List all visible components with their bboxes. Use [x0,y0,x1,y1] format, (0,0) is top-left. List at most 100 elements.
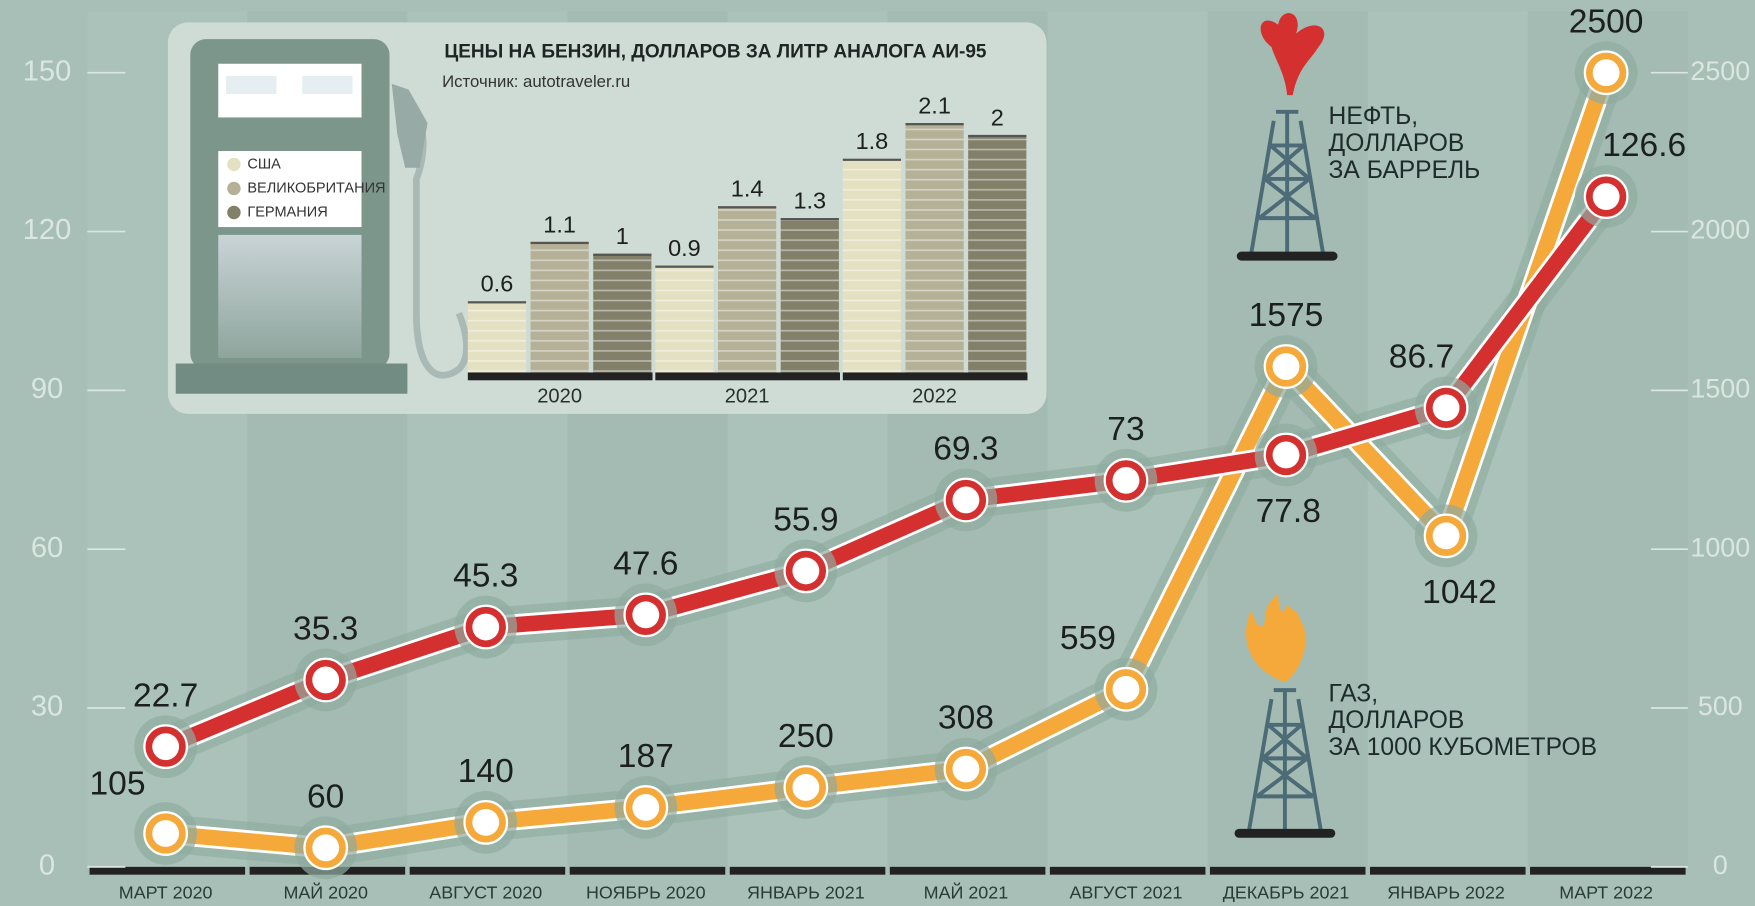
y2-tick-label: 1000 [1690,532,1750,562]
value-label: 2 [991,104,1004,130]
bar-top [531,242,589,244]
baseline-segment [655,372,840,380]
y-tick-label: 120 [23,214,72,246]
legend-oil: НЕФТЬ, ДОЛЛАРОВ ЗА БАРРЕЛЬ [1329,103,1665,192]
legend-label: США [247,156,281,172]
bar-texture [968,135,1026,373]
y2-tick-label: 0 [1713,850,1728,880]
value-label: 86.7 [1389,338,1454,375]
bar-texture [843,159,901,373]
marker-center [952,487,979,514]
marker-center [792,774,819,801]
marker-center [1113,676,1140,703]
bar-texture [905,123,963,372]
page: МАРТ 2020МАЙ 2020АВГУСТ 2020НОЯБРЬ 2020Я… [0,0,1755,906]
inset-subtitle: Источник: autotraveler.ru [442,72,630,91]
x-tick-label: ЯНВАРЬ 2021 [747,882,865,902]
marker-center [632,601,659,628]
bar-texture [468,301,526,372]
bar-top [843,159,901,161]
marker-center [312,834,339,861]
value-label: 1.4 [731,176,764,202]
pump-screen-cell [302,76,352,94]
baseline-segment [468,372,653,380]
value-label: 2500 [1569,3,1644,40]
x-tick-label: АВГУСТ 2021 [1069,882,1182,902]
y-tick-label: 90 [31,373,63,405]
value-label: 55.9 [773,502,838,539]
value-label: 69.3 [933,431,998,468]
x-tick-label: 2021 [725,385,770,407]
derrick-base [1235,829,1336,838]
bar-texture [593,254,651,373]
bar-texture [718,206,776,372]
value-label: 22.7 [133,677,198,714]
inset-title: ЦЕНЫ НА БЕНЗИН, ДОЛЛАРОВ ЗА ЛИТР АНАЛОГА… [444,42,987,63]
marker-center [1593,59,1620,86]
value-label: 250 [778,718,834,755]
marker-center [632,794,659,821]
y2-tick-label: 1500 [1690,373,1750,403]
bar-texture [655,266,713,373]
value-label: 1.3 [793,188,826,214]
legend-swatch [227,206,240,219]
value-label: 45.3 [453,558,518,595]
bar-top [655,266,713,268]
marker-center [1433,522,1460,549]
baseline-segment [410,867,566,875]
bar-top [781,218,839,220]
y-tick-label: 0 [39,850,55,882]
bar-texture [531,242,589,373]
baseline-segment [570,867,726,875]
value-label: 60 [307,778,344,815]
value-label: 105 [90,765,146,802]
baseline-segment [1530,867,1686,875]
legend-swatch [227,182,240,195]
bar-top [905,123,963,125]
x-tick-label: ЯНВАРЬ 2022 [1387,882,1505,902]
baseline-segment [730,867,886,875]
value-label: 1575 [1249,297,1324,334]
value-label: 1.8 [856,128,889,154]
baseline-segment [890,867,1046,875]
x-tick-label: МАЙ 2021 [924,881,1009,902]
x-tick-label: МАРТ 2022 [1559,882,1653,902]
x-tick-label: МАЙ 2020 [283,881,368,902]
bar-top [968,135,1026,137]
y2-tick-label: 2000 [1690,215,1750,245]
marker-center [472,809,499,836]
value-label: 73 [1107,411,1144,448]
x-tick-label: АВГУСТ 2020 [429,882,542,902]
value-label: 308 [938,700,994,737]
chart: МАРТ 2020МАЙ 2020АВГУСТ 2020НОЯБРЬ 2020Я… [0,0,1755,906]
x-tick-label: 2020 [537,385,582,407]
marker-center [152,820,179,847]
y2-tick-label: 2500 [1690,56,1750,86]
baseline-segment [90,867,246,875]
bar-top [593,254,651,256]
y-tick-label: 30 [31,691,63,723]
marker-center [312,667,339,694]
pump-base [176,364,408,394]
bar-top [468,301,526,303]
legend-entry: НЕФТЬ, ДОЛЛАРОВ ЗА БАРРЕЛЬ [1329,103,1665,184]
value-label: 1.1 [543,211,576,237]
pump-screen-cell [226,76,276,94]
value-label: 1 [616,223,629,249]
value-label: 47.6 [613,545,678,582]
value-label: 0.6 [481,271,514,297]
legend-label: ГЕРМАНИЯ [247,204,327,220]
value-label: 1042 [1422,574,1497,611]
bar-top [718,206,776,208]
marker-center [472,614,499,641]
marker-center [1273,442,1300,469]
x-tick-label: 2022 [912,385,957,407]
marker-center [1113,467,1140,494]
legend-entry: ГАЗ, ДОЛЛАРОВ ЗА 1000 КУБОМЕТРОВ [1329,680,1687,761]
value-label: 140 [458,753,514,790]
baseline-segment [843,372,1028,380]
value-label: 77.8 [1256,493,1321,530]
y2-tick-label: 500 [1698,691,1743,721]
x-tick-label: МАРТ 2020 [119,882,213,902]
baseline-segment [1210,867,1366,875]
